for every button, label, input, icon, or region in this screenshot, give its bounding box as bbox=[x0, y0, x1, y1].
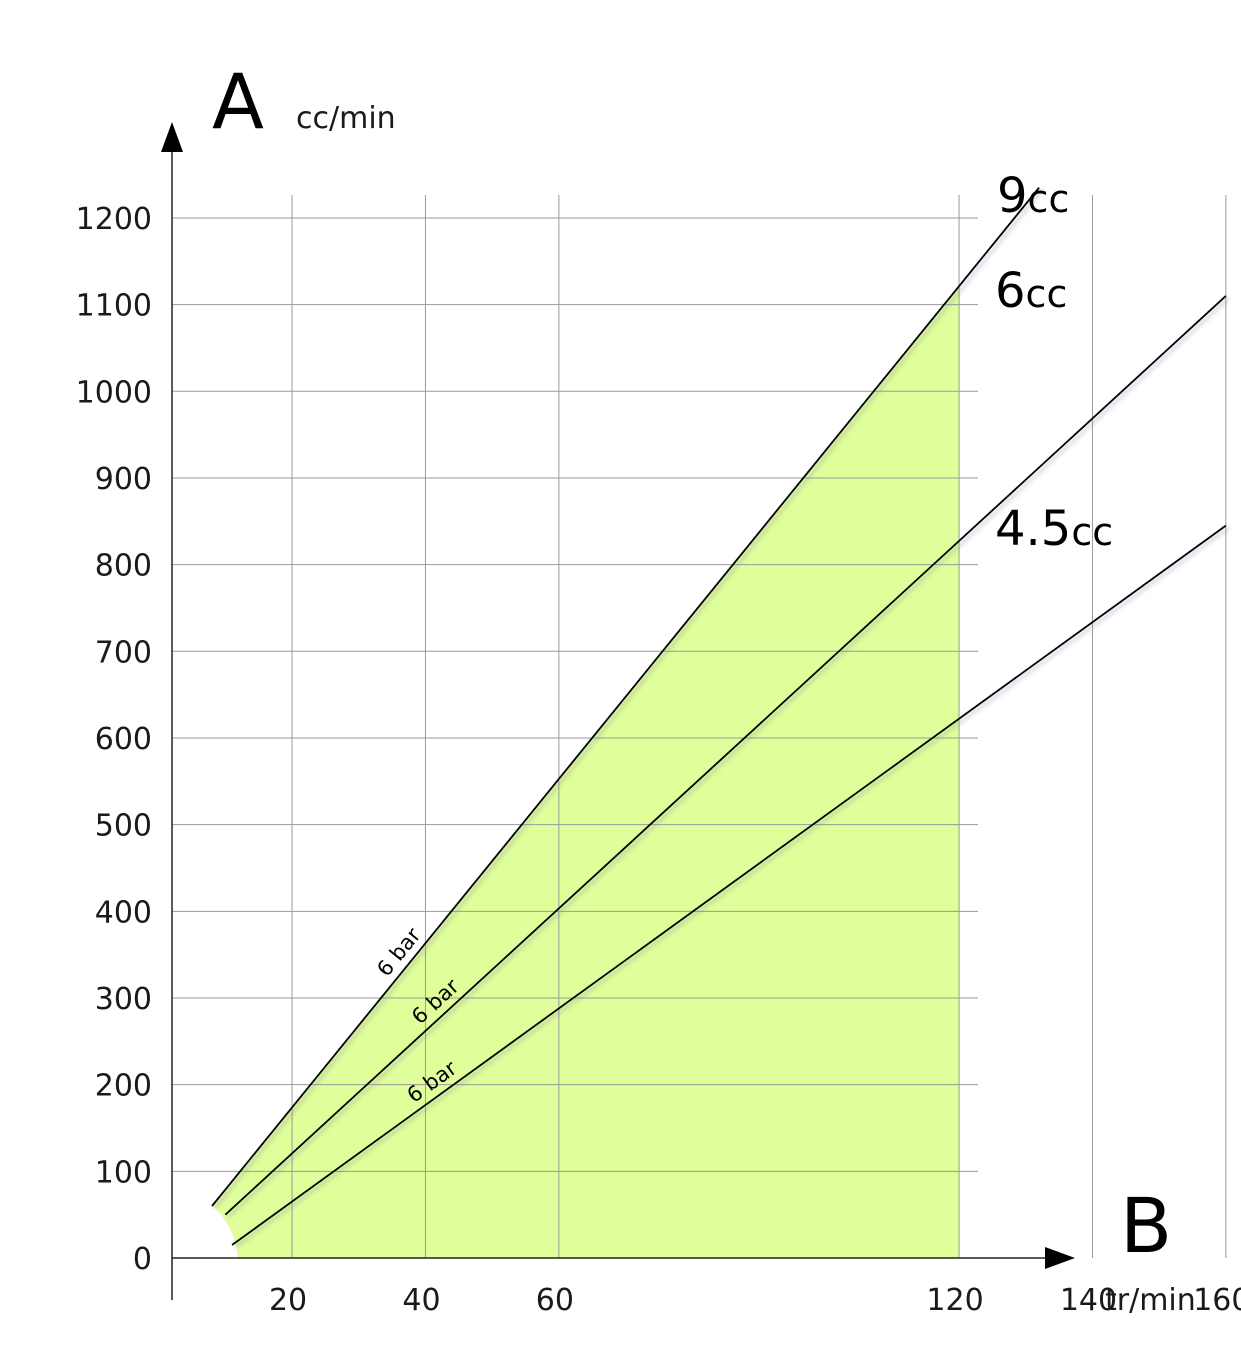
shaded-region bbox=[212, 286, 960, 1258]
series-label-value: 9 bbox=[997, 168, 1028, 224]
series-label-unit: cc bbox=[1028, 177, 1070, 221]
y-tick-label: 1100 bbox=[76, 289, 152, 324]
y-axis-letter: A bbox=[212, 57, 264, 146]
y-tick-label: 900 bbox=[95, 462, 152, 497]
x-axis-unit: tr/min bbox=[1105, 1283, 1196, 1318]
series-line bbox=[211, 187, 1040, 1207]
y-tick-label: 1200 bbox=[76, 202, 152, 237]
series-label-unit: cc bbox=[1071, 510, 1113, 554]
y-tick-label: 300 bbox=[95, 982, 152, 1017]
series-line bbox=[224, 295, 1227, 1216]
y-tick-label: 200 bbox=[95, 1069, 152, 1104]
x-tick-label: 60 bbox=[536, 1283, 574, 1318]
grid bbox=[172, 195, 1227, 1258]
series-lines bbox=[211, 187, 1227, 1246]
x-axis-letter: B bbox=[1120, 1181, 1172, 1270]
y-tick-label: 100 bbox=[95, 1155, 152, 1190]
y-axis-arrow bbox=[161, 122, 183, 152]
series-label-value: 4.5 bbox=[995, 501, 1071, 557]
x-tick-label: 120 bbox=[926, 1283, 983, 1318]
y-tick-label: 1000 bbox=[76, 375, 152, 410]
series-label: 6cc bbox=[995, 263, 1067, 319]
series-label: 9cc bbox=[997, 168, 1069, 224]
series-line bbox=[231, 524, 1227, 1246]
x-tick-label: 140 bbox=[1060, 1283, 1117, 1318]
x-tick-label: 20 bbox=[269, 1283, 307, 1318]
series-label-unit: cc bbox=[1026, 272, 1068, 316]
axes bbox=[161, 122, 1075, 1300]
y-tick-label: 500 bbox=[95, 809, 152, 844]
y-axis-unit: cc/min bbox=[296, 101, 396, 136]
x-tick-label: 160 bbox=[1193, 1283, 1241, 1318]
y-tick-label: 700 bbox=[95, 635, 152, 670]
x-axis-arrow bbox=[1045, 1247, 1075, 1269]
series-label-value: 6 bbox=[995, 263, 1026, 319]
y-tick-label: 400 bbox=[95, 895, 152, 930]
y-tick-label: 800 bbox=[95, 549, 152, 584]
y-tick-label: 600 bbox=[95, 722, 152, 757]
operating-zone-shading bbox=[212, 286, 960, 1258]
y-tick-label: 0 bbox=[133, 1242, 152, 1277]
series-label: 4.5cc bbox=[995, 501, 1113, 557]
x-tick-label: 40 bbox=[402, 1283, 440, 1318]
